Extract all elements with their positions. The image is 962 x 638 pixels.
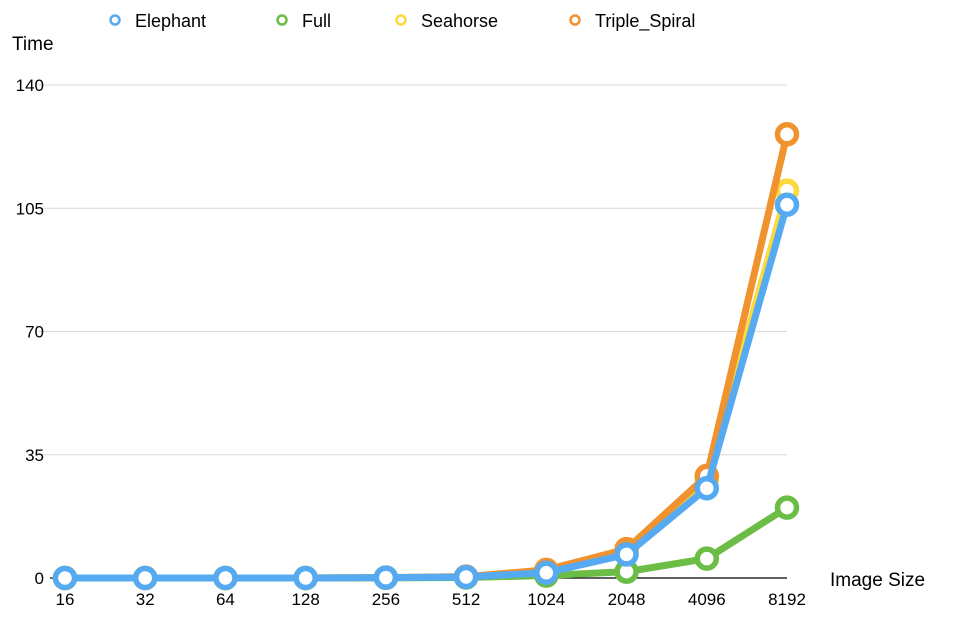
x-tick-label: 128 xyxy=(291,590,319,609)
gridlines xyxy=(38,84,787,456)
x-tick-label: 2048 xyxy=(608,590,646,609)
data-point xyxy=(614,542,639,567)
series-line xyxy=(61,187,791,582)
y-tick-label: 105 xyxy=(16,199,44,218)
legend-label: Seahorse xyxy=(421,11,498,31)
legend-item: Elephant xyxy=(109,11,206,31)
x-tick-label: 64 xyxy=(216,590,235,609)
data-point xyxy=(52,565,78,591)
data-point xyxy=(774,122,800,147)
x-tick-label: 16 xyxy=(56,590,75,609)
data-point xyxy=(774,192,800,217)
data-point xyxy=(694,546,720,571)
series-lines xyxy=(52,122,800,591)
y-tick-label: 140 xyxy=(16,76,44,95)
data-point xyxy=(453,564,479,590)
y-axis-title: Time xyxy=(12,34,54,55)
legend-marker xyxy=(569,14,581,26)
legend-item: Triple_Spiral xyxy=(569,11,695,32)
data-point xyxy=(213,565,238,591)
series-triple-spiral xyxy=(52,122,800,591)
legend-marker xyxy=(395,14,407,26)
series-line xyxy=(61,504,791,582)
data-point xyxy=(373,565,399,590)
legend-label: Full xyxy=(302,11,331,31)
series-line xyxy=(61,201,791,582)
legend-marker xyxy=(276,14,288,26)
x-axis-title: Image Size xyxy=(830,570,925,591)
legend: Elephant Full Seahorse Triple_Spiral xyxy=(109,11,695,32)
series-seahorse xyxy=(52,178,800,591)
data-point xyxy=(774,495,800,520)
x-tick-label: 256 xyxy=(372,590,400,609)
data-point xyxy=(132,565,158,591)
legend-label: Triple_Spiral xyxy=(595,11,695,32)
data-point xyxy=(293,565,318,591)
data-point xyxy=(694,475,720,501)
y-axis-ticks: 0 35 70 105 140 xyxy=(16,76,44,588)
x-tick-label: 8192 xyxy=(768,590,806,609)
legend-item: Full xyxy=(276,11,331,31)
x-tick-label: 1024 xyxy=(527,590,565,609)
x-axis-ticks: 16 32 64 128 256 512 1024 2048 4096 8192 xyxy=(56,590,806,609)
x-tick-label: 4096 xyxy=(688,590,726,609)
y-tick-label: 0 xyxy=(35,569,44,588)
data-point xyxy=(534,560,559,585)
y-tick-label: 70 xyxy=(25,323,44,342)
legend-marker xyxy=(109,14,121,26)
legend-item: Seahorse xyxy=(395,11,498,31)
legend-label: Elephant xyxy=(135,11,206,31)
y-tick-label: 35 xyxy=(25,446,44,465)
x-tick-label: 512 xyxy=(452,590,480,609)
series-elephant xyxy=(52,192,800,591)
x-tick-label: 32 xyxy=(136,590,155,609)
